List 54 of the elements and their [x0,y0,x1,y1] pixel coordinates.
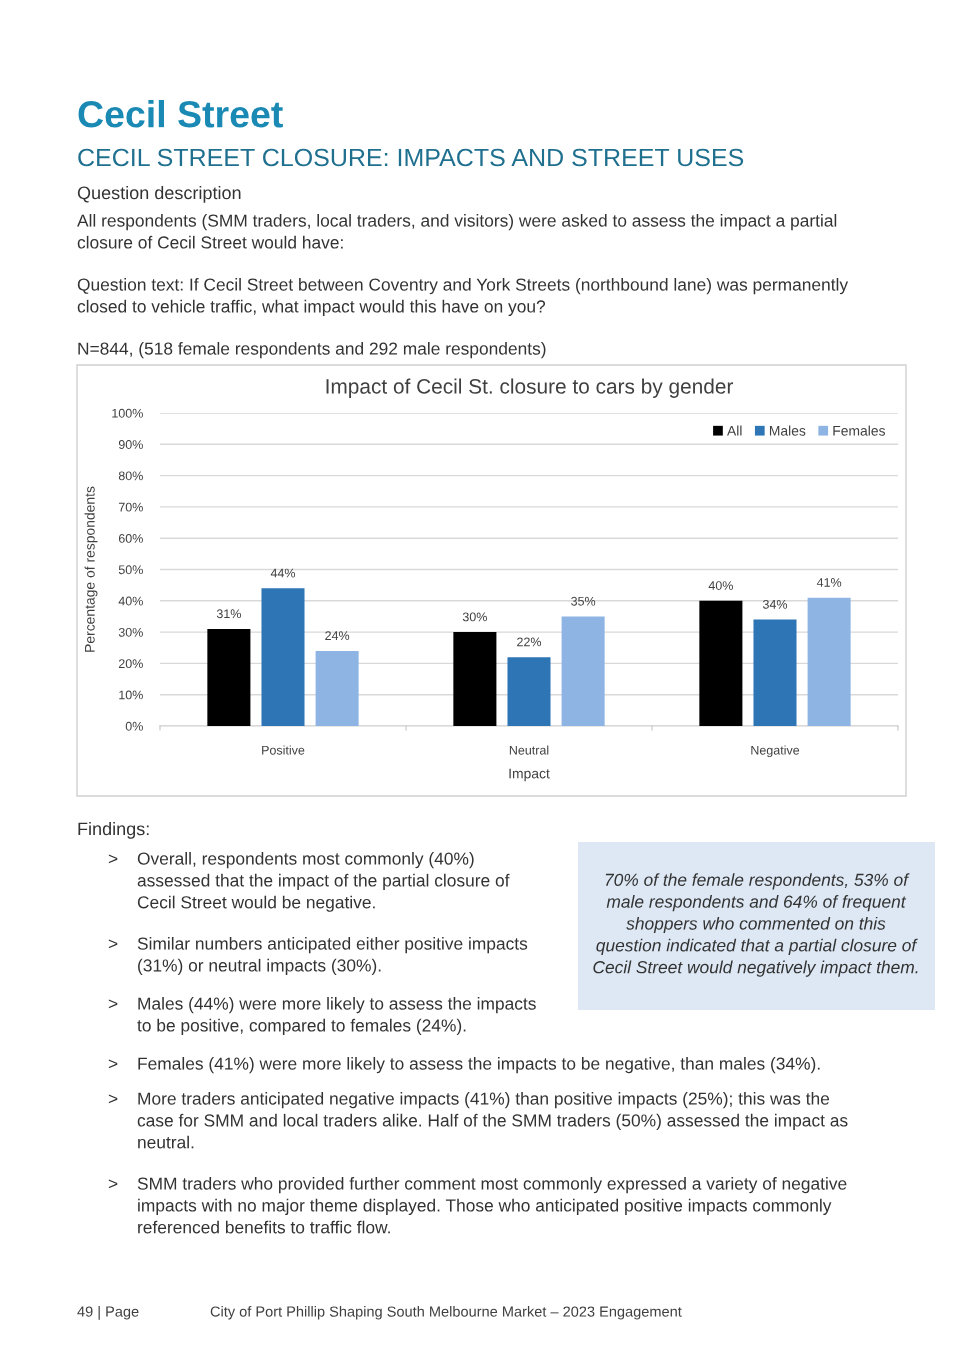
text: > Males (44%) were more likely to assess the impacts to be positive, compared to females (24%). [108,997,536,1036]
y-tick-label: 0% [125,721,143,731]
bar [315,650,359,726]
bar [753,619,797,726]
y-tick-label: 70% [118,502,143,512]
text: 70% of the female respondents, 53% of male respondents and 64% of frequent shoppers who commented on this question indicated that a partial closure of Cecil Street would negatively impact them. [593,873,918,977]
y-tick-label: 40% [118,596,143,606]
text: > SMM traders who provided further comment most commonly expressed a variety of negative impacts with no major theme displayed. Those who anticipated positive impacts commonly referenced benefits to traffic flow. [108,1177,847,1234]
chart-title: Impact of Cecil St. closure to cars by gender [326,378,734,398]
text: Question description [77,186,241,203]
bar [507,657,551,726]
text: 49 | Page [77,1306,139,1320]
bar [453,632,497,726]
text: Cecil Street [78,100,283,128]
y-tick-label: 20% [118,659,143,669]
text: Question text: If Cecil Street between Coventry and York Streets (northbound lane) was permanently closed to vehicle traffic, what impact would this have on you? [77,278,849,317]
data-label: 44% [270,568,296,578]
legend-label: Males [769,425,806,436]
bar [561,616,605,726]
data-label: 34% [762,599,788,609]
x-axis-title: Impact [509,768,550,782]
text: CECIL STREET CLOSURE: IMPACTS AND STREET USES [78,148,744,167]
y-tick-label: 30% [118,627,143,637]
y-axis-title: Percentage of respondents [84,486,98,652]
bar [261,588,305,726]
data-label: 40% [708,581,733,590]
x-tick-label: Neutral [509,745,549,755]
bar [807,597,851,726]
text: > Similar numbers anticipated either positive impacts (31%) or neutral impacts (30%). [108,937,528,976]
data-label: 35% [571,596,596,606]
text: Findings: [78,822,149,839]
data-label: 22% [517,637,542,647]
data-label: 30% [462,612,487,622]
legend-label: Females [833,425,885,436]
y-tick-label: 60% [118,534,143,543]
bar [699,600,743,726]
x-tick-label: Negative [751,745,800,758]
text: N=844, (518 female respondents and 292 male respondents) [78,342,546,359]
y-tick-label: 90% [118,440,143,449]
text: All respondents (SMM traders, local traders, and visitors) were asked to assess the impact a partial closure of Cecil Street would have: [77,214,837,249]
data-label: 41% [816,578,842,587]
legend-label: All [727,425,742,436]
y-tick-label: 50% [118,565,143,575]
y-tick-label: 100% [112,408,143,418]
text: > Overall, respondents most commonly (40%) assessed that the impact of the partial closure of Cecil Street would be negative. [108,852,510,912]
data-label: 31% [216,609,241,619]
x-tick-label: Positive [262,745,305,755]
data-label: 24% [325,631,350,641]
y-tick-label: 80% [118,471,143,481]
bar [207,628,251,726]
text: > Females (41%) were more likely to assess the impacts to be negative, than males (34%). [108,1057,820,1074]
text: > More traders anticipated negative impacts (41%) than positive impacts (25%); this was the case for SMM and local traders alike. Half of the SMM traders (50%) assessed the impact as neutral. [108,1092,848,1149]
text: City of Port Phillip Shaping South Melbourne Market – 2023 Engagement [210,1306,682,1320]
y-tick-label: 10% [119,690,143,700]
